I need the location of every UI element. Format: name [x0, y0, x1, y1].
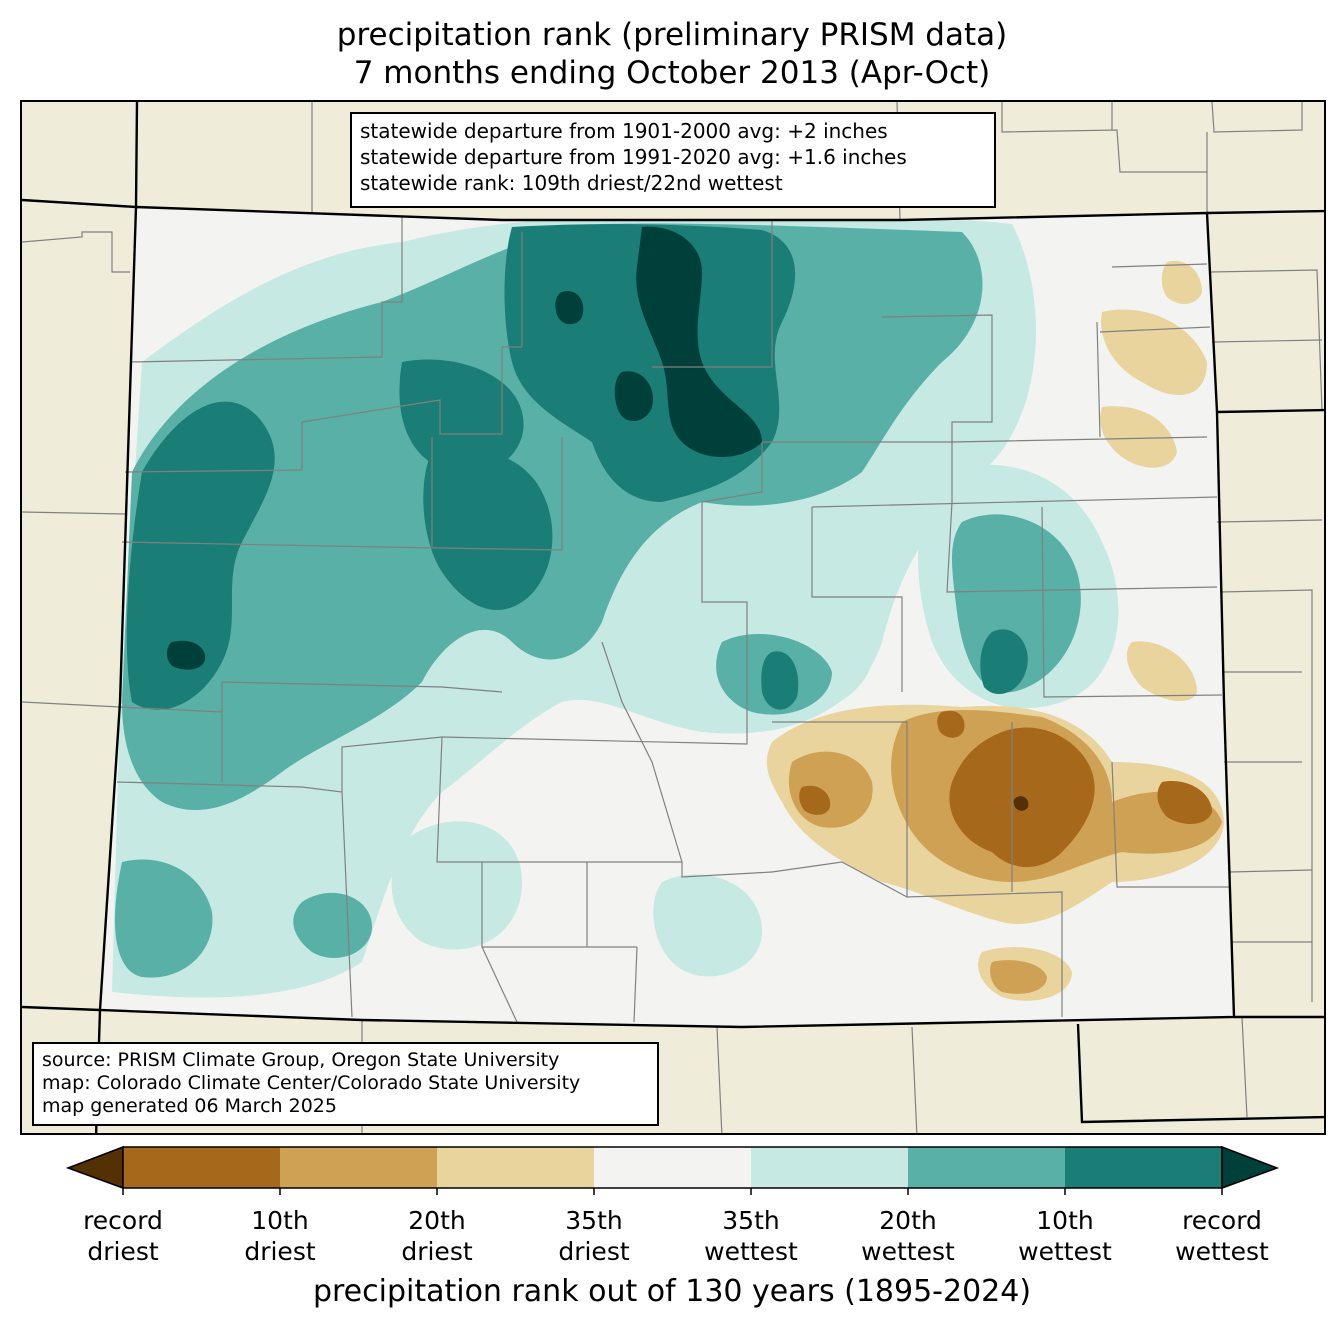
stats-line-1: statewide departure from 1901-2000 avg: …: [360, 119, 888, 143]
colorbar-label: precipitation rank out of 130 years (189…: [312, 1274, 1032, 1309]
colorbar-segment-3: [437, 1147, 594, 1188]
source-line-2: map: Colorado Climate Center/Colorado St…: [42, 1072, 581, 1094]
colorbar-segment-5: [751, 1147, 908, 1188]
colorbar-outline: [122, 1146, 1223, 1189]
source-credit-box: source: PRISM Climate Group, Oregon Stat…: [32, 1042, 659, 1126]
county-lines: [116, 217, 1230, 1023]
colorbar: [65, 1145, 1280, 1195]
map-title-line-1: precipitation rank (preliminary PRISM da…: [336, 17, 1008, 53]
colorbar-segment-1: [123, 1147, 280, 1188]
tick-label-20th-driest: 20th driest: [401, 1206, 473, 1266]
colorbar-segment-7: [1065, 1147, 1222, 1188]
tick-label-10th-driest: 10th driest: [244, 1206, 316, 1266]
map-title-line-2: 7 months ending October 2013 (Apr-Oct): [353, 55, 991, 91]
record-wettest-regions: [166, 226, 762, 670]
source-line-3: map generated 06 March 2025: [42, 1095, 337, 1117]
tick-label-10th-wettest: 10th wettest: [1018, 1206, 1112, 1266]
tick-label-20th-wettest: 20th wettest: [861, 1206, 955, 1266]
colorbar-segment-4: [594, 1147, 751, 1188]
colorbar-record-wettest-arrow: [1221, 1145, 1280, 1190]
map-canvas: [22, 102, 1324, 1133]
statewide-stats-box: statewide departure from 1901-2000 avg: …: [350, 112, 996, 208]
colorbar-segment-6: [908, 1147, 1065, 1188]
colorbar-ticks: [122, 1188, 1223, 1195]
tick-label-record-driest: record driest: [83, 1206, 163, 1266]
tick-label-35th-driest: 35th driest: [558, 1206, 630, 1266]
source-line-1: source: PRISM Climate Group, Oregon Stat…: [42, 1049, 560, 1071]
record-driest-regions: [1013, 796, 1029, 811]
outside-state-mask: [22, 102, 1324, 1133]
precipitation-rank-map: [20, 100, 1326, 1135]
tick-label-record-wettest: record wettest: [1175, 1206, 1269, 1266]
colorbar-segment-2: [280, 1147, 437, 1188]
colorbar-record-driest-arrow: [65, 1145, 124, 1190]
stats-line-2: statewide departure from 1991-2020 avg: …: [360, 145, 907, 169]
stats-line-3: statewide rank: 109th driest/22nd wettes…: [360, 171, 783, 195]
tick-label-35th-wettest: 35th wettest: [704, 1206, 798, 1266]
